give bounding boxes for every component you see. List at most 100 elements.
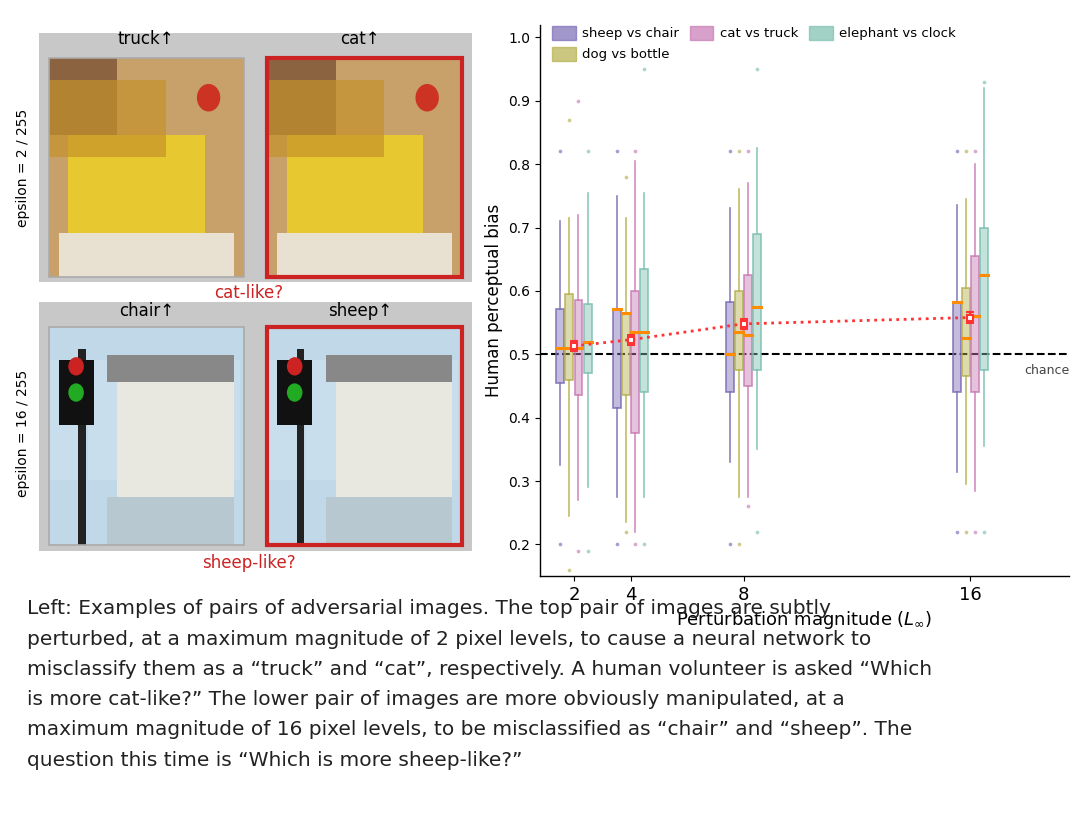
Bar — [640, 268, 648, 393]
FancyBboxPatch shape — [87, 360, 123, 480]
Bar — [613, 309, 621, 408]
Bar — [726, 302, 734, 393]
Point — [570, 544, 588, 557]
Text: cat-like?: cat-like? — [214, 284, 283, 302]
Bar — [566, 294, 573, 379]
FancyBboxPatch shape — [336, 370, 453, 502]
Text: chair↑: chair↑ — [119, 302, 174, 320]
FancyBboxPatch shape — [107, 356, 234, 382]
Point — [975, 525, 993, 538]
Text: sheep↑: sheep↑ — [328, 302, 392, 320]
Point — [608, 145, 625, 158]
Bar — [583, 304, 592, 374]
FancyBboxPatch shape — [39, 302, 472, 551]
FancyBboxPatch shape — [278, 360, 312, 425]
FancyBboxPatch shape — [384, 360, 419, 480]
Point — [721, 537, 739, 551]
Point — [552, 537, 569, 551]
FancyBboxPatch shape — [49, 58, 117, 135]
Circle shape — [287, 357, 302, 375]
Bar — [953, 302, 960, 393]
Bar — [613, 309, 621, 408]
Bar — [583, 304, 592, 374]
FancyBboxPatch shape — [268, 58, 462, 277]
Bar — [640, 268, 648, 393]
FancyBboxPatch shape — [78, 349, 85, 546]
FancyBboxPatch shape — [49, 81, 165, 156]
Bar — [726, 302, 734, 393]
Circle shape — [287, 384, 302, 402]
Bar — [631, 291, 639, 434]
FancyBboxPatch shape — [58, 233, 234, 277]
FancyBboxPatch shape — [326, 356, 453, 382]
Point — [721, 145, 739, 158]
Point — [730, 145, 747, 158]
Text: sheep-like?: sheep-like? — [202, 554, 295, 572]
Bar — [556, 309, 565, 383]
Text: Left: Examples of pairs of adversarial images. The top pair of images are subtly: Left: Examples of pairs of adversarial i… — [27, 599, 932, 770]
Point — [579, 544, 596, 557]
Point — [975, 75, 993, 88]
FancyBboxPatch shape — [423, 360, 458, 480]
FancyBboxPatch shape — [326, 497, 453, 546]
Bar — [575, 300, 582, 396]
FancyBboxPatch shape — [107, 497, 234, 546]
Bar — [744, 275, 753, 386]
Point — [561, 114, 578, 127]
Point — [552, 145, 569, 158]
FancyBboxPatch shape — [307, 360, 341, 480]
FancyBboxPatch shape — [278, 233, 453, 277]
Text: truck↑: truck↑ — [118, 30, 175, 49]
FancyBboxPatch shape — [68, 135, 205, 244]
Point — [748, 525, 766, 538]
FancyBboxPatch shape — [49, 58, 244, 277]
Bar — [971, 256, 978, 393]
Bar — [622, 313, 630, 396]
FancyBboxPatch shape — [126, 360, 162, 480]
Bar — [622, 313, 630, 396]
Circle shape — [197, 84, 220, 111]
Point — [740, 500, 757, 513]
Point — [626, 537, 644, 551]
Bar — [566, 294, 573, 379]
Bar — [980, 227, 988, 370]
FancyBboxPatch shape — [205, 360, 240, 480]
Bar — [953, 302, 960, 393]
Point — [948, 145, 966, 158]
Bar — [735, 291, 743, 370]
FancyBboxPatch shape — [268, 360, 302, 480]
Point — [618, 170, 635, 184]
Point — [635, 63, 652, 76]
FancyBboxPatch shape — [268, 327, 462, 546]
Circle shape — [416, 84, 438, 111]
Bar — [575, 300, 582, 396]
FancyBboxPatch shape — [39, 33, 472, 282]
Bar — [556, 309, 565, 383]
FancyBboxPatch shape — [287, 135, 423, 244]
FancyBboxPatch shape — [49, 360, 84, 480]
Text: cat↑: cat↑ — [340, 30, 380, 49]
Bar — [754, 234, 761, 370]
Point — [730, 537, 747, 551]
Bar — [971, 256, 978, 393]
Circle shape — [68, 357, 84, 375]
FancyBboxPatch shape — [268, 58, 336, 135]
Point — [608, 537, 625, 551]
Bar — [735, 291, 743, 370]
FancyBboxPatch shape — [346, 360, 380, 480]
Point — [740, 145, 757, 158]
FancyBboxPatch shape — [58, 360, 94, 425]
Text: chance: chance — [1024, 364, 1069, 377]
FancyBboxPatch shape — [297, 349, 305, 546]
Point — [618, 525, 635, 538]
FancyBboxPatch shape — [165, 360, 201, 480]
Point — [626, 145, 644, 158]
Bar — [754, 234, 761, 370]
Point — [635, 537, 652, 551]
Point — [966, 145, 983, 158]
Point — [957, 145, 974, 158]
Bar — [631, 291, 639, 434]
Bar — [961, 288, 970, 376]
Point — [748, 63, 766, 76]
Text: epsilon = 2 / 255: epsilon = 2 / 255 — [16, 109, 29, 226]
